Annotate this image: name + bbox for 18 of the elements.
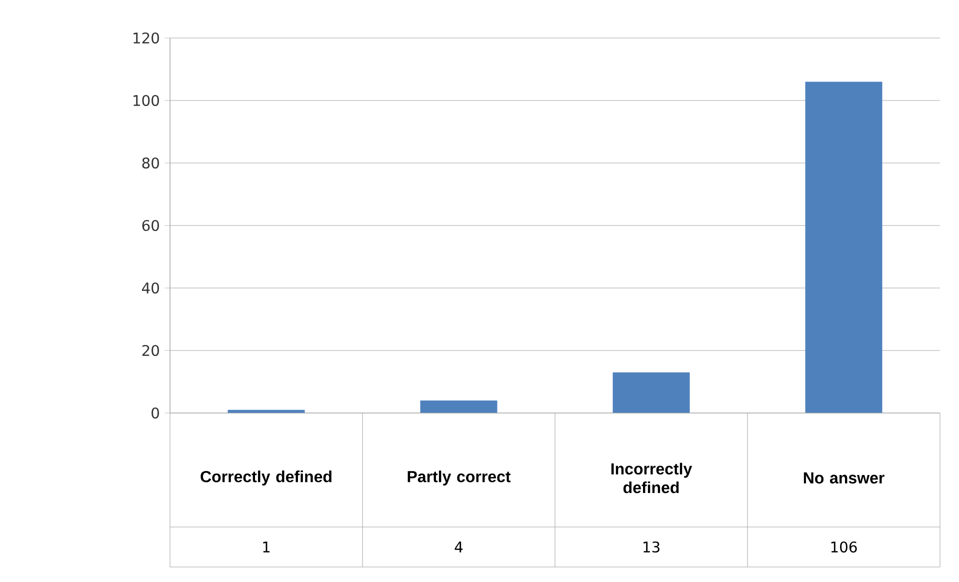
data-label: 106 <box>831 541 857 553</box>
data-label: 4 <box>454 542 463 552</box>
x-tick-label: Incorrectly defined <box>611 462 692 494</box>
bar <box>420 400 498 413</box>
data-label: 13 <box>644 541 660 553</box>
y-tick-label: 20 <box>142 344 159 356</box>
data-label: 1 <box>263 542 270 552</box>
x-tick-label: Partly correct <box>408 470 511 486</box>
y-tick-label: 120 <box>134 32 159 44</box>
y-tick-label: 40 <box>142 282 159 294</box>
x-tick-label: No answer <box>804 472 884 484</box>
bar <box>612 372 690 413</box>
y-tick-label: 100 <box>134 94 159 106</box>
y-tick-label: 0 <box>152 407 159 419</box>
bar <box>805 82 882 413</box>
y-tick-label: 80 <box>142 157 159 169</box>
x-tick-label: Correctly defined <box>200 470 332 486</box>
y-tick-label: 60 <box>142 220 159 232</box>
